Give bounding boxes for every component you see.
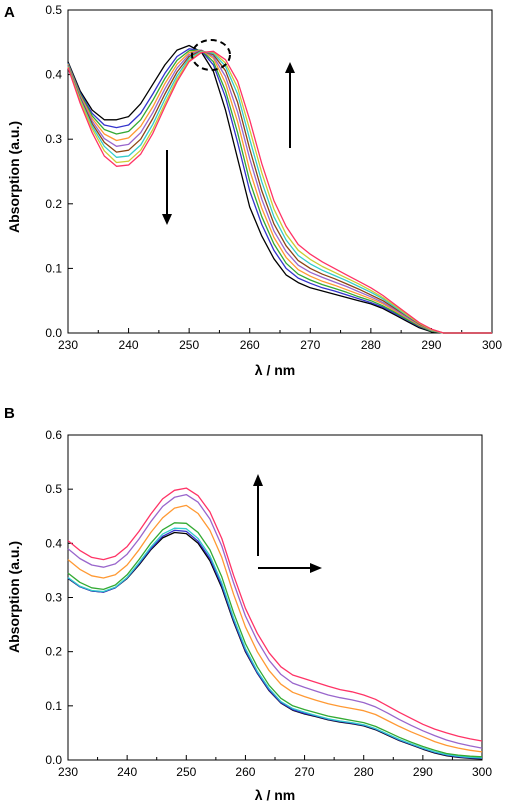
panel-a-series-line-2: [67, 48, 492, 334]
panel-b-x-tick-label: 250: [176, 765, 196, 779]
panel-b-x-tick-label: 290: [413, 765, 433, 779]
upward-arrow: [253, 474, 263, 556]
panel-a: A Absorption (a.u.) λ / nm 0.00.10.20.30…: [4, 3, 502, 378]
panel-a-y-tick-label: 0.4: [45, 68, 62, 82]
panel-a-series-line-5: [67, 49, 492, 334]
panel-a-x-tick-label: 280: [361, 338, 381, 352]
panel-a-x-tick-label: 230: [58, 338, 78, 352]
panel-b-y-tick-label: 0.3: [45, 591, 62, 605]
panel-b-x-tick-label: 280: [354, 765, 374, 779]
panel-b-series-line-4: [67, 522, 483, 758]
panel-a-plot-frame: [67, 9, 493, 334]
panel-a-series-line-3: [67, 49, 492, 334]
panel-b-x-tick-label: 230: [58, 765, 78, 779]
panel-b-y-tick-label: 0.1: [45, 699, 62, 713]
panel-b-series: [67, 487, 483, 760]
panel-a-x-tick-label: 260: [240, 338, 260, 352]
panel-a-series: [67, 44, 492, 334]
isosbestic-point-marker: [191, 39, 231, 71]
panel-b-label: B: [4, 405, 15, 422]
decrease-arrow: [162, 150, 172, 225]
panel-a-y-tick-label: 0.1: [45, 261, 62, 275]
panel-a-series-line-9: [67, 50, 492, 334]
panel-a-y-tick-label: 0.5: [45, 3, 62, 17]
panel-a-series-line-4: [67, 49, 492, 334]
panel-a-y-tick-label: 0.0: [45, 326, 62, 340]
panel-a-x-ticks: 230 240 250 260 270 280 290 300: [58, 328, 502, 352]
panel-a-x-tick-label: 300: [482, 338, 502, 352]
panel-a-y-tick-label: 0.2: [45, 197, 62, 211]
panel-a-x-axis-label: λ / nm: [255, 362, 295, 378]
panel-a-x-tick-label: 240: [119, 338, 139, 352]
panel-b-y-tick-label: 0.5: [45, 482, 62, 496]
panel-b-x-tick-label: 240: [117, 765, 137, 779]
panel-b-x-axis-label: λ / nm: [255, 787, 295, 803]
panel-a-label: A: [4, 4, 15, 21]
panel-b-x-ticks: 230 240 250 260 270 280 290 300: [58, 755, 492, 779]
panel-a-series-line-1: [67, 44, 492, 334]
panel-a-y-tick-label: 0.3: [45, 132, 62, 146]
panel-a-series-line-8: [67, 51, 492, 334]
panel-b-series-line-2: [67, 529, 483, 760]
panel-b-series-line-7: [67, 487, 483, 742]
panel-b-y-tick-label: 0.6: [45, 428, 62, 442]
panel-a-series-line-6: [67, 50, 492, 334]
panel-b-x-tick-label: 260: [235, 765, 255, 779]
panel-a-y-ticks: 0.0 0.1 0.2 0.3 0.4 0.5: [45, 3, 73, 340]
panel-b-y-tick-label: 0.4: [45, 536, 62, 550]
panel-b-y-ticks: 0.0 0.1 0.2 0.3 0.4 0.5 0.6: [45, 428, 73, 767]
panel-a-y-axis-label: Absorption (a.u.): [6, 121, 22, 233]
panel-b-plot-frame: [67, 434, 483, 761]
rightward-arrow: [258, 563, 322, 573]
panel-a-x-tick-label: 270: [300, 338, 320, 352]
panel-b-y-tick-label: 0.2: [45, 645, 62, 659]
panel-a-x-tick-label: 290: [421, 338, 441, 352]
panel-a-x-tick-label: 250: [179, 338, 199, 352]
panel-b: B Absorption (a.u.) λ / nm 0.00.10.20.30…: [4, 405, 492, 803]
panel-b-x-tick-label: 300: [472, 765, 492, 779]
panel-b-series-line-1: [67, 531, 483, 760]
panel-b-x-tick-label: 270: [295, 765, 315, 779]
panel-b-y-tick-label: 0.0: [45, 753, 62, 767]
increase-arrow: [285, 62, 295, 148]
panel-b-series-line-5: [67, 504, 483, 753]
panel-b-series-line-6: [67, 493, 483, 749]
panel-b-y-axis-label: Absorption (a.u.): [6, 541, 22, 653]
panel-a-series-line-7: [67, 50, 492, 334]
panel-b-series-line-3: [67, 527, 483, 759]
